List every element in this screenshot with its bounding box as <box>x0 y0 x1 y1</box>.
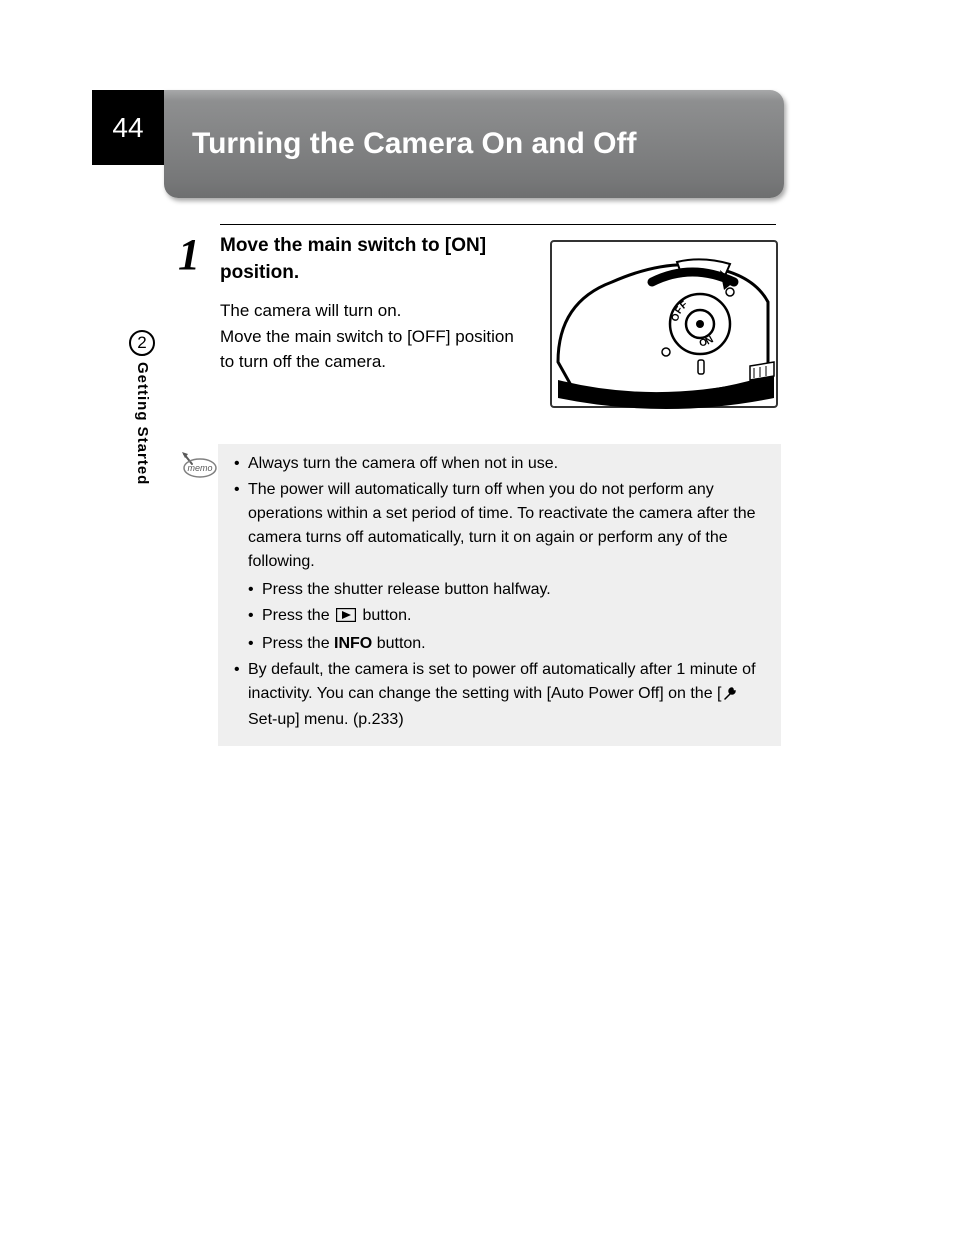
section-tab: 2 Getting Started <box>127 330 163 500</box>
step-number: 1 <box>178 233 220 277</box>
page-title: Turning the Camera On and Off <box>192 127 636 161</box>
memo-label: memo <box>187 463 212 473</box>
page-number: 44 <box>92 90 164 165</box>
memo-content: Always turn the camera off when not in u… <box>218 444 781 746</box>
memo-item-3a: By default, the camera is set to power o… <box>248 661 756 702</box>
memo-sub-3: Press the INFO button. <box>248 632 765 656</box>
memo-sub-2: Press the button. <box>248 604 765 630</box>
section-number: 2 <box>129 330 155 356</box>
memo-item-2: The power will automatically turn off wh… <box>234 478 765 656</box>
memo-sub-2a: Press the <box>262 607 334 624</box>
memo-sub-2b: button. <box>358 607 411 624</box>
section-label: Getting Started <box>134 362 151 485</box>
memo-item-3: By default, the camera is set to power o… <box>234 658 765 732</box>
memo-sub-1: Press the shutter release button halfway… <box>248 578 765 602</box>
camera-illustration: OFF ON <box>550 240 778 408</box>
memo-item-1: Always turn the camera off when not in u… <box>234 452 765 476</box>
memo-sub-3c: button. <box>372 635 425 652</box>
setup-wrench-icon <box>723 684 737 708</box>
camera-svg: OFF ON <box>552 242 780 410</box>
step-text-1: The camera will turn on. <box>220 298 530 324</box>
playback-icon <box>336 606 356 630</box>
section-number-text: 2 <box>137 333 146 353</box>
page-number-text: 44 <box>112 112 143 144</box>
step-text-2: Move the main switch to [OFF] position t… <box>220 324 530 375</box>
page-header: Turning the Camera On and Off <box>164 90 784 198</box>
memo-sub-3a: Press the <box>262 635 334 652</box>
memo-sub-3b: INFO <box>334 635 372 652</box>
step-rule <box>220 224 776 225</box>
memo-block: memo Always turn the camera off when not… <box>178 444 781 746</box>
memo-icon: memo <box>178 448 218 485</box>
memo-item-2-text: The power will automatically turn off wh… <box>248 481 756 570</box>
memo-sublist: Press the shutter release button halfway… <box>248 578 765 656</box>
step-heading: Move the main switch to [ON] position. <box>220 233 530 286</box>
memo-item-3b: Set-up] menu. (p.233) <box>248 711 404 728</box>
